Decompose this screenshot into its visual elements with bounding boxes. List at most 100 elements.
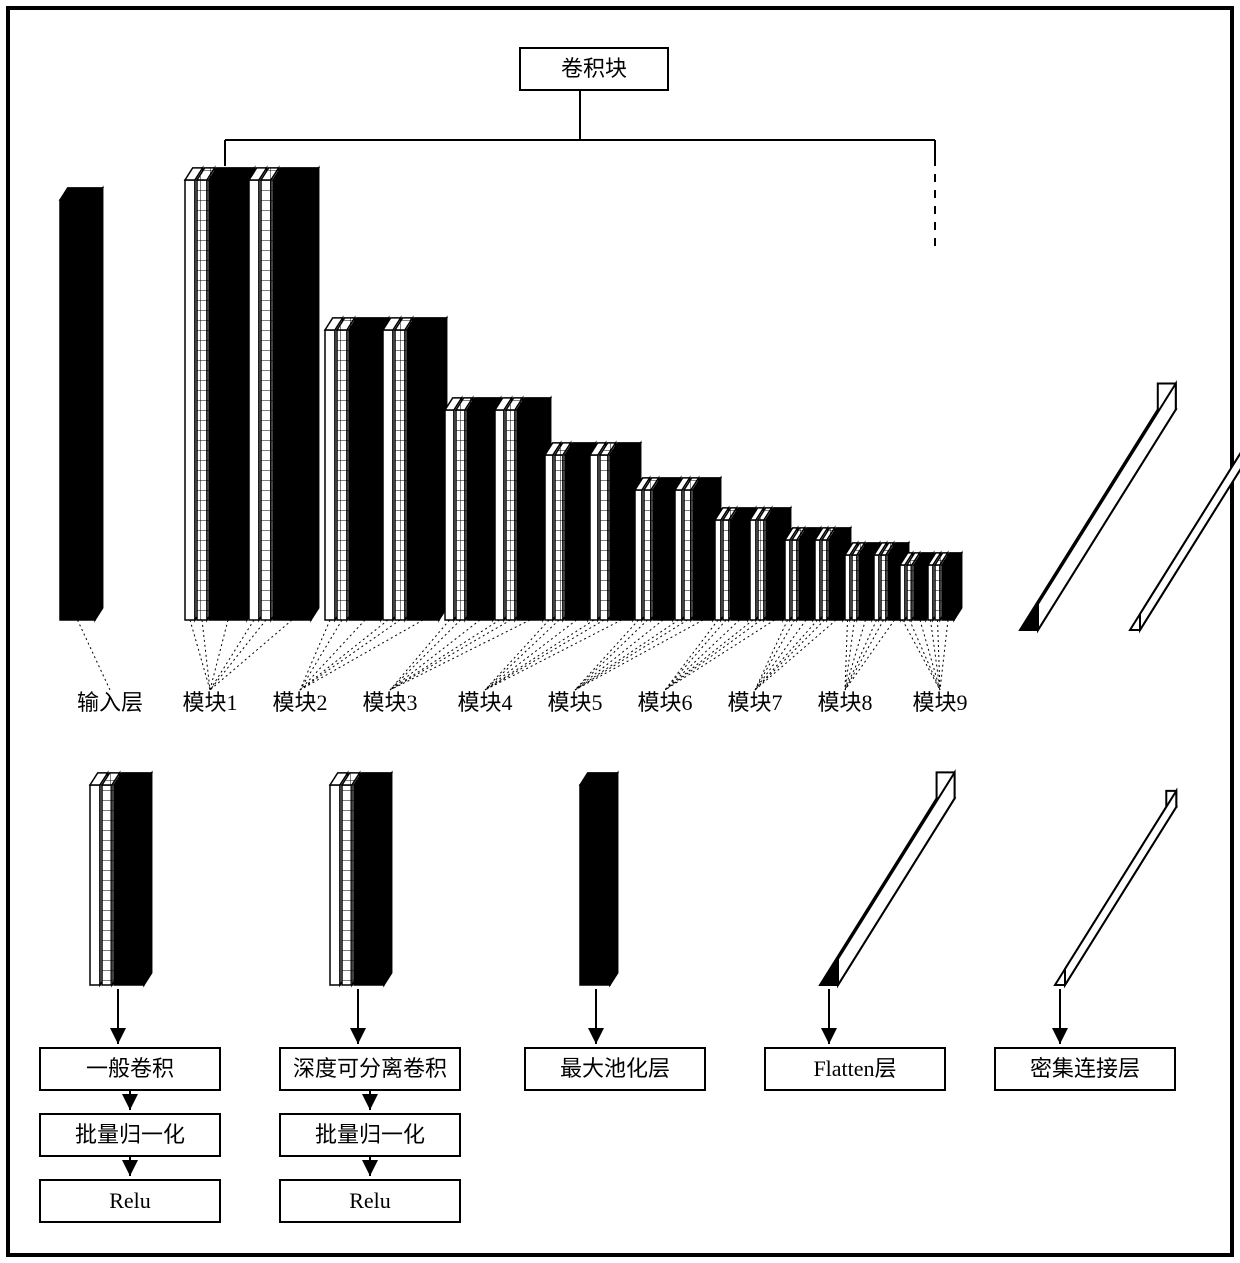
module-m6-slab-0	[715, 520, 721, 620]
leader-line	[390, 620, 500, 690]
module-m2-slab-2	[349, 330, 381, 620]
module-m3-slab-0	[445, 410, 454, 620]
module-label-m1: 模块1	[182, 690, 237, 715]
module-m1-slab-0	[185, 180, 195, 620]
legend-0-slab-0	[90, 785, 100, 985]
module-m5-slab-4	[684, 490, 691, 620]
module-m2-slab-0	[325, 330, 335, 620]
module-m3-slab-1	[456, 410, 465, 620]
legend-box-label: Flatten层	[813, 1056, 896, 1081]
module-m7-slab-5	[829, 540, 843, 620]
leader-line	[390, 620, 461, 690]
legend-1-slab-1	[342, 785, 352, 985]
module-m3-slab-5	[517, 410, 543, 620]
legend-row: 一般卷积批量归一化Relu深度可分离卷积批量归一化Relu最大池化层Flatte…	[40, 772, 1176, 1222]
leader-line	[202, 620, 210, 690]
legend-box-label: 批量归一化	[75, 1122, 185, 1147]
module-m1-slab-4	[261, 180, 271, 620]
legend-0-slab-2	[114, 785, 144, 985]
module-m6-slab-5	[766, 520, 783, 620]
module-label-m6: 模块6	[637, 690, 692, 715]
module-m8-slab-2	[859, 555, 872, 620]
module-m2-slab-4	[395, 330, 405, 620]
legend-box-label: Relu	[349, 1188, 391, 1213]
leader-line	[210, 620, 254, 690]
leader-line	[300, 620, 342, 690]
module-label-m2: 模块2	[272, 690, 327, 715]
module-m6-slab-3	[750, 520, 756, 620]
leader-line	[300, 620, 423, 690]
leader-line	[485, 620, 594, 690]
leader-line	[665, 620, 740, 690]
module-m3-slab-3	[495, 410, 504, 620]
module-m4-slab-3	[590, 455, 598, 620]
leader-line	[755, 620, 836, 690]
leader-line	[665, 620, 761, 690]
legend-box-label: Relu	[109, 1188, 151, 1213]
module-label-m5: 模块5	[547, 690, 602, 715]
legend-1-slab-0	[330, 785, 340, 985]
module-m5-slab-0	[635, 490, 642, 620]
module-m2-slab-5	[407, 330, 439, 620]
module-m4-slab-2	[565, 455, 588, 620]
module-label-m4: 模块4	[457, 690, 512, 715]
module-m1-slab-5	[273, 180, 311, 620]
leader-line	[390, 620, 450, 690]
leader-line	[845, 620, 895, 690]
legend-box-label: 最大池化层	[560, 1056, 670, 1081]
module-input-slab-0	[60, 200, 95, 620]
leader-line	[78, 620, 111, 690]
module-m2-slab-1	[337, 330, 347, 620]
legend-box-label: 一般卷积	[86, 1056, 174, 1081]
leader-line	[940, 620, 948, 690]
legend-0-slab-1	[102, 785, 112, 985]
module-label-m8: 模块8	[817, 690, 872, 715]
leader-line	[485, 620, 577, 690]
module-m6-slab-2	[731, 520, 748, 620]
leader-line	[300, 620, 400, 690]
leader-line	[575, 620, 639, 690]
module-m3-slab-4	[506, 410, 515, 620]
leader-line	[575, 620, 663, 690]
leader-line	[210, 620, 266, 690]
modules-row: 输入层 模块1 模块2 模块3 模块4 模块5 模块6 模块7 模块8 模块9	[60, 168, 1240, 715]
leader-line	[485, 620, 622, 690]
module-m4-slab-4	[600, 455, 608, 620]
legend-1-slab-2	[354, 785, 384, 985]
leader-line	[920, 620, 940, 690]
module-m5-slab-5	[693, 490, 713, 620]
leader-line	[210, 620, 292, 690]
legend-2-slab-0	[580, 785, 610, 985]
title-label: 卷积块	[561, 56, 627, 81]
leader-line	[903, 620, 941, 690]
module-m5-slab-1	[644, 490, 651, 620]
leader-line	[755, 620, 825, 690]
leader-line	[300, 620, 330, 690]
module-label-m3: 模块3	[362, 690, 417, 715]
leader-line	[575, 620, 679, 690]
legend-box-label: 批量归一化	[315, 1122, 425, 1147]
module-m4-slab-1	[555, 455, 563, 620]
module-m6-slab-1	[723, 520, 729, 620]
module-label-m9: 模块9	[912, 690, 967, 715]
leader-line	[755, 620, 818, 690]
leader-line	[665, 620, 718, 690]
module-m7-slab-2	[799, 540, 813, 620]
module-m4-slab-0	[545, 455, 553, 620]
module-m5-slab-3	[675, 490, 682, 620]
leader-line	[845, 620, 866, 690]
legend-box-label: 深度可分离卷积	[293, 1056, 447, 1081]
leader-line	[845, 620, 884, 690]
module-m1-slab-3	[249, 180, 259, 620]
module-label-input: 输入层	[77, 690, 143, 715]
module-m6-slab-4	[758, 520, 764, 620]
leader-line	[485, 620, 559, 690]
leader-line	[755, 620, 788, 690]
leader-line	[665, 620, 726, 690]
module-label-m7: 模块7	[727, 690, 782, 715]
module-m9-slab-5	[942, 565, 954, 620]
module-m5-slab-2	[653, 490, 673, 620]
leader-line	[575, 620, 688, 690]
module-m1-slab-2	[209, 180, 247, 620]
leader-line	[485, 620, 549, 690]
